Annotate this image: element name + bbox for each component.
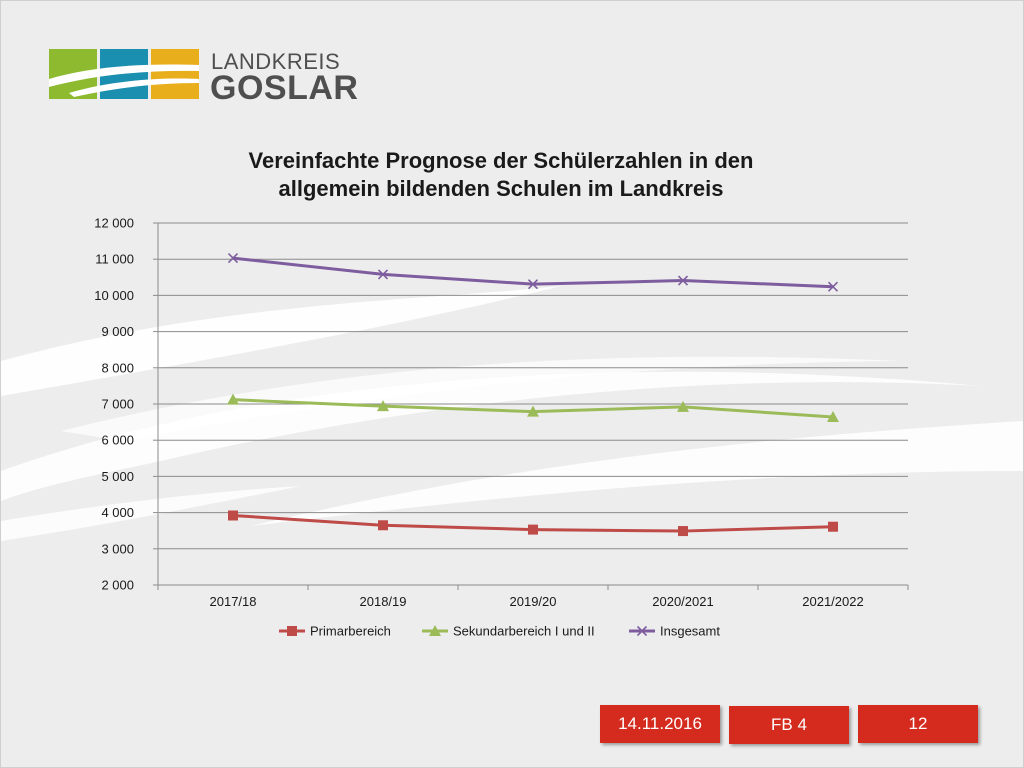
data-point-series-1 [828, 521, 838, 532]
y-tick-label: 12 000 [94, 216, 134, 231]
series-line-3 [232, 256, 834, 289]
chart-title: Vereinfachte Prognose der Schülerzahlen … [151, 147, 851, 203]
line-chart: 2 000 3 000 4 000 5 000 6 000 7 000 8 000 9 000… [94, 216, 909, 639]
data-point-series-2 [827, 411, 839, 423]
data-point-series-1 [678, 526, 688, 537]
y-tick-label: 8 000 [101, 360, 134, 375]
y-tick-label: 11 000 [95, 252, 134, 267]
legend-label: Sekundarbereich I und II [453, 624, 595, 639]
data-point-series-2 [377, 400, 389, 412]
y-tick-label: 7 000 [101, 397, 134, 412]
chart-title-line-1: Vereinfachte Prognose der Schülerzahlen … [248, 148, 754, 173]
x-tick-label: 2021/2022 [802, 594, 863, 609]
data-point-series-1 [228, 510, 238, 521]
data-point-series-3 [377, 269, 389, 280]
legend-label: Insgesamt [660, 624, 720, 639]
x-tick-label: 2017/18 [210, 594, 257, 609]
footer-date: 14.11.2016 [600, 705, 720, 743]
footer-department: FB 4 [729, 706, 849, 744]
chart-title-line-2: allgemein bildenden Schulen im Landkreis [278, 176, 724, 201]
data-point-series-3 [677, 275, 689, 286]
y-tick-label: 5 000 [101, 469, 134, 484]
y-tick-label: 10 000 [94, 288, 134, 303]
landkreis-goslar-logo: LANDKREIS GOSLAR [49, 47, 358, 107]
y-tick-label: 3 000 [101, 541, 134, 556]
y-tick-label: 4 000 [101, 505, 134, 520]
data-point-series-3 [227, 253, 239, 264]
data-point-series-3 [827, 281, 839, 292]
x-tick-label: 2018/19 [360, 594, 407, 609]
data-point-series-2 [227, 393, 239, 405]
legend-marker [429, 625, 441, 636]
x-tick-label: 2019/20 [510, 594, 557, 609]
data-point-series-2 [527, 405, 539, 417]
x-tick-label: 2020/2021 [652, 594, 713, 609]
legend-marker [636, 625, 648, 637]
data-point-series-1 [528, 524, 538, 535]
logo-text-landkreis: LANDKREIS [211, 49, 341, 74]
y-tick-label: 9 000 [101, 324, 134, 339]
logo-tiles-icon [49, 49, 199, 99]
legend-marker [287, 626, 297, 636]
logo-text-goslar: GOSLAR [210, 69, 359, 107]
legend-label: Primarbereich [310, 624, 391, 639]
data-point-series-1 [378, 520, 388, 531]
footer-page-number: 12 [858, 705, 978, 743]
y-tick-label: 2 000 [101, 578, 134, 593]
data-point-series-2 [677, 400, 689, 412]
y-tick-label: 6 000 [101, 433, 134, 448]
data-point-series-3 [527, 279, 539, 290]
